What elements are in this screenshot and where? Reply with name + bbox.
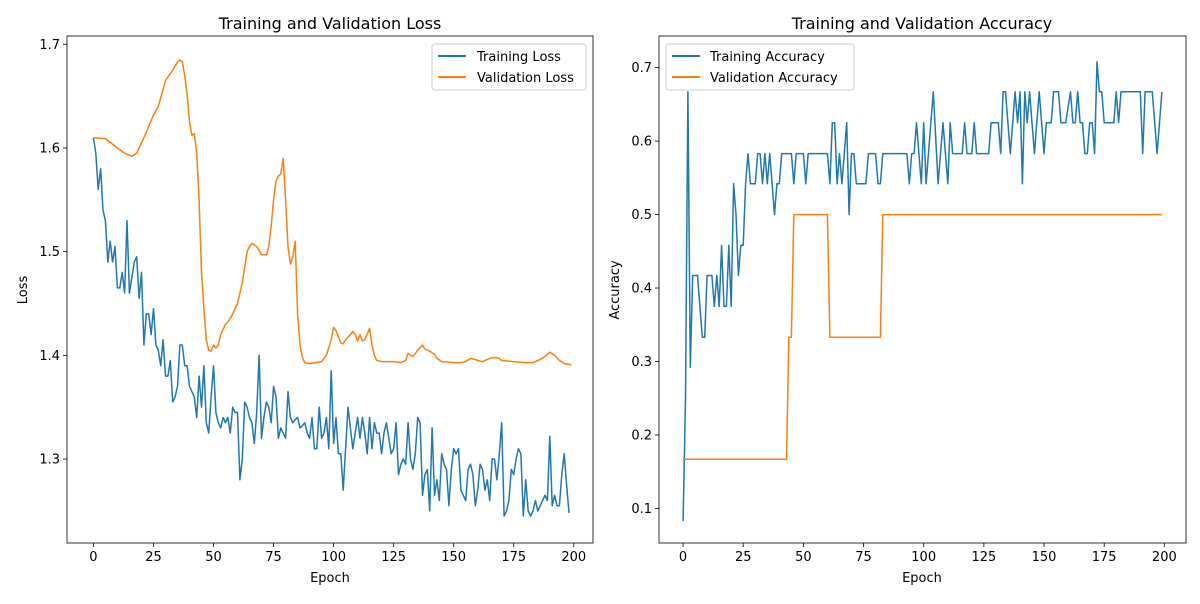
accuracy-chart: Training and Validation Accuracy Epoch A… — [608, 14, 1187, 586]
accuracy-x-tick-label: 75 — [855, 550, 872, 565]
accuracy-x-tick-label: 150 — [1032, 550, 1057, 565]
loss-x-tick-label: 150 — [441, 550, 466, 565]
accuracy-chart-title: Training and Validation Accuracy — [791, 14, 1053, 33]
loss-axes-frame — [66, 35, 594, 544]
loss-y-tick-label: 1.6 — [39, 141, 60, 156]
loss-x-axis-label: Epoch — [310, 571, 350, 586]
legend-label-validation-loss: Validation Loss — [477, 71, 574, 86]
accuracy-x-tick-label: 50 — [795, 550, 812, 565]
legend-label-training-accuracy: Training Accuracy — [709, 50, 825, 65]
loss-x-tick-label: 125 — [381, 550, 406, 565]
accuracy-y-tick-label: 0.4 — [631, 282, 652, 297]
loss-y-axis-label: Loss — [16, 276, 31, 305]
accuracy-y-tick-label: 0.7 — [631, 61, 652, 76]
accuracy-y-tick-label: 0.3 — [631, 355, 652, 370]
accuracy-legend-box — [665, 43, 855, 91]
loss-x-tick-label: 175 — [501, 550, 526, 565]
loss-x-tick-label: 25 — [145, 550, 162, 565]
loss-x-tick-label: 50 — [205, 550, 222, 565]
accuracy-y-tick-label: 0.2 — [631, 428, 652, 443]
loss-y-tick-label: 1.7 — [39, 38, 60, 53]
accuracy-y-tick-label: 0.5 — [631, 208, 652, 223]
loss-x-tick-label: 100 — [321, 550, 346, 565]
loss-series-training-loss — [92, 137, 570, 517]
loss-x-tick-label: 75 — [265, 550, 282, 565]
accuracy-legend: Training Accuracy Validation Accuracy — [665, 43, 855, 91]
accuracy-y-axis-label: Accuracy — [608, 260, 623, 320]
accuracy-series-training-accuracy — [682, 60, 1163, 522]
legend-label-training-loss: Training Loss — [476, 50, 561, 65]
legend-label-validation-accuracy: Validation Accuracy — [710, 71, 838, 86]
accuracy-axes-frame — [658, 35, 1187, 544]
loss-y-tick-label: 1.5 — [39, 245, 60, 260]
accuracy-x-tick-label: 0 — [679, 550, 687, 565]
loss-x-tick-label: 200 — [561, 550, 586, 565]
accuracy-x-tick-label: 200 — [1152, 550, 1177, 565]
accuracy-x-axis-label: Epoch — [902, 571, 942, 586]
loss-series-validation-loss — [93, 59, 572, 366]
accuracy-x-tick-label: 125 — [971, 550, 996, 565]
loss-chart-title: Training and Validation Loss — [218, 14, 442, 33]
loss-x-tick-label: 0 — [89, 550, 97, 565]
loss-y-tick-label: 1.3 — [39, 453, 60, 468]
accuracy-x-tick-label: 100 — [911, 550, 936, 565]
loss-legend-box — [431, 43, 587, 91]
accuracy-series-validation-accuracy — [683, 213, 1162, 460]
accuracy-x-tick-label: 25 — [735, 550, 752, 565]
accuracy-y-tick-label: 0.6 — [631, 135, 652, 150]
loss-chart: Training and Validation Loss Epoch Loss … — [16, 14, 594, 586]
loss-legend: Training Loss Validation Loss — [431, 43, 587, 91]
accuracy-x-tick-label: 175 — [1092, 550, 1117, 565]
accuracy-y-tick-label: 0.1 — [631, 502, 652, 517]
loss-y-tick-label: 1.4 — [39, 349, 60, 364]
